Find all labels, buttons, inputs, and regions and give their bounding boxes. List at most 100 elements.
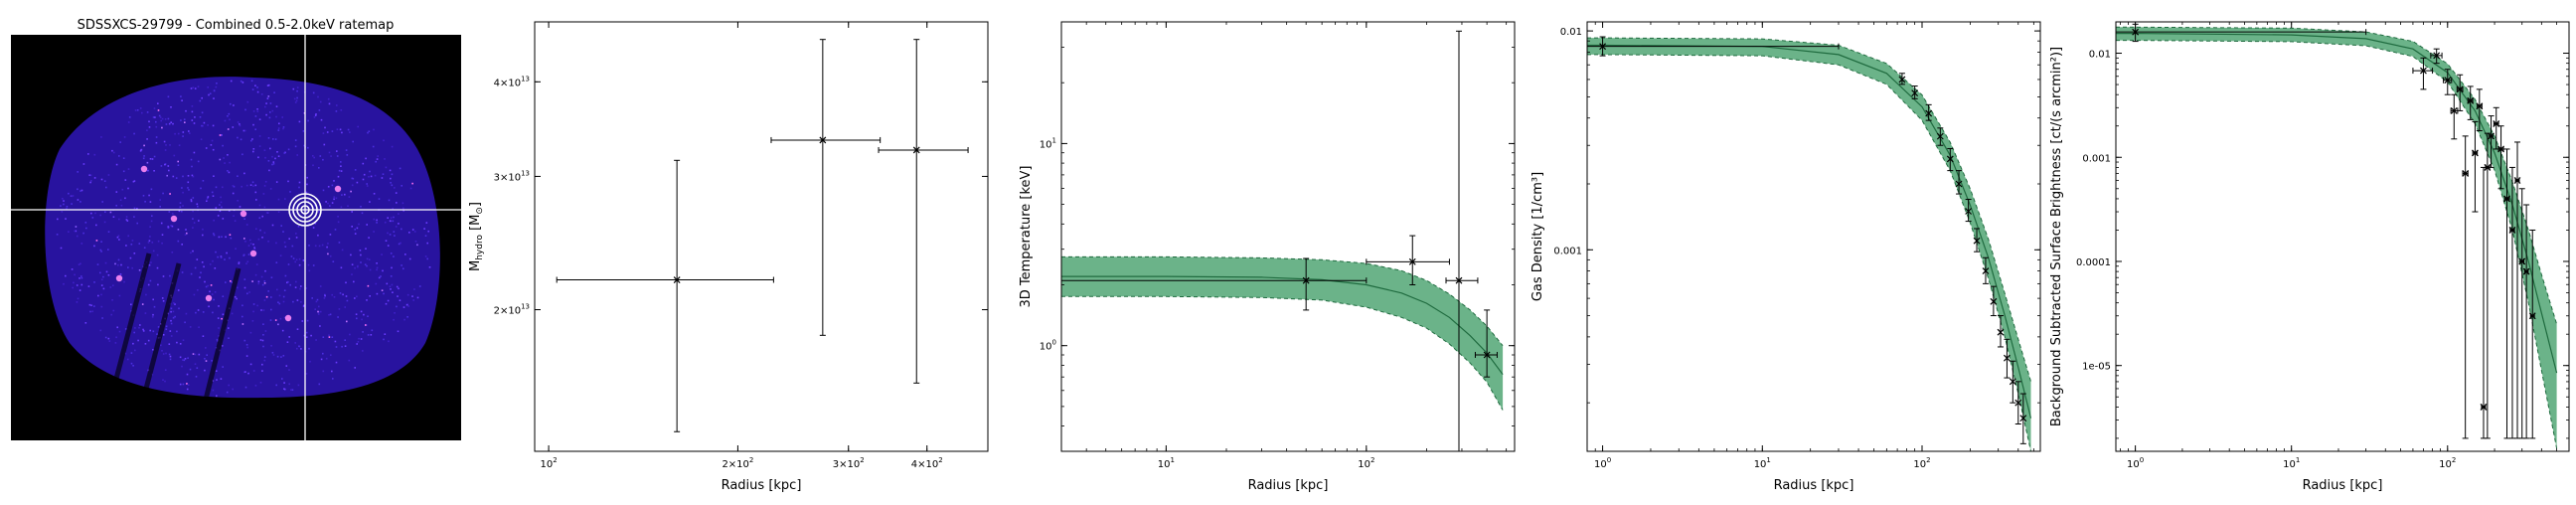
ratemap-speckle	[169, 193, 171, 195]
ratemap-speckle	[165, 144, 167, 146]
ratemap-speckle	[329, 313, 332, 316]
ratemap-speckle	[118, 155, 120, 157]
ratemap-speckle	[262, 193, 265, 195]
ratemap-speckle	[131, 266, 133, 269]
ratemap-speckle	[362, 178, 365, 181]
ratemap-speckle	[334, 229, 337, 231]
ratemap-speckle	[149, 158, 152, 160]
ratemap-speckle	[255, 199, 257, 201]
ratemap-speckle	[197, 289, 199, 291]
ratemap-speckle	[274, 319, 277, 321]
ratemap-speckle	[239, 206, 242, 208]
ratemap-speckle	[65, 218, 67, 220]
ratemap-speckle	[398, 223, 400, 225]
ratemap-speckle	[232, 185, 235, 187]
ratemap-speckle	[119, 273, 122, 275]
ratemap-speckle	[152, 313, 154, 316]
ratemap-speckle	[162, 353, 165, 355]
ratemap-speckle	[302, 130, 305, 132]
ratemap-speckle	[375, 282, 378, 285]
ratemap-speckle	[176, 330, 178, 333]
y-tick-label: 0.001	[1553, 246, 1582, 256]
ratemap-speckle	[127, 168, 130, 170]
ratemap-speckle	[228, 171, 231, 174]
ratemap-speckle	[263, 149, 266, 151]
ratemap-speckle	[269, 102, 272, 104]
ratemap-speckle	[408, 257, 411, 260]
ratemap-speckle	[89, 310, 91, 313]
ratemap-speckle	[94, 212, 96, 215]
ratemap-speckle	[337, 175, 340, 178]
ratemap-speckle	[312, 164, 314, 167]
ratemap-speckle	[340, 170, 343, 172]
ratemap-speckle	[66, 206, 69, 208]
ratemap-speckle	[331, 184, 334, 187]
ratemap-speckle	[402, 202, 404, 205]
ratemap-speckle	[237, 200, 239, 202]
point-marker	[2488, 132, 2495, 140]
ratemap-speckle	[298, 120, 301, 123]
ratemap-speckle	[169, 358, 172, 361]
ratemap-speckle	[110, 313, 112, 316]
ratemap-speckle	[142, 330, 145, 332]
ratemap-panel: SDSSXCS-29799 - Combined 0.5-2.0keV rate…	[11, 18, 461, 440]
ratemap-speckle	[357, 341, 360, 343]
ratemap-speckle	[338, 242, 341, 244]
ratemap-speckle	[252, 303, 255, 305]
ratemap-speckle	[204, 358, 206, 360]
ratemap-speckle	[198, 353, 201, 356]
ratemap-speckle	[157, 102, 159, 104]
ratemap-speckle	[354, 266, 356, 269]
ratemap-speckle	[169, 330, 172, 332]
ratemap-speckle	[425, 222, 428, 224]
ratemap-speckle	[190, 158, 193, 161]
ratemap-speckle	[193, 151, 196, 154]
ratemap-speckle	[275, 242, 277, 245]
ratemap-speckle	[161, 117, 164, 120]
ratemap-speckle	[162, 275, 165, 277]
ratemap-speckle	[111, 299, 113, 301]
point-marker	[2009, 378, 2016, 386]
ratemap-speckle	[200, 187, 202, 190]
data-point	[2522, 204, 2530, 439]
y-tick-label: 2×1013	[494, 303, 530, 317]
ratemap-speckle	[322, 352, 324, 355]
ratemap-bright-source	[284, 314, 292, 322]
ratemap-speckle	[80, 190, 81, 192]
ratemap-speckle	[331, 293, 333, 296]
ratemap-speckle	[306, 183, 308, 186]
ratemap-speckle	[209, 290, 211, 293]
ratemap-speckle	[288, 383, 290, 386]
ratemap-speckle	[244, 386, 247, 389]
point-marker	[1955, 180, 1963, 188]
ratemap-emission-region	[45, 77, 440, 399]
x-tick-label: 102	[2439, 456, 2456, 470]
ratemap-speckle	[99, 249, 102, 252]
ratemap-speckle	[394, 187, 396, 189]
ratemap-speckle	[80, 262, 81, 265]
ratemap-speckle	[336, 128, 339, 130]
ratemap-speckle	[250, 80, 253, 83]
ratemap-speckle	[183, 359, 186, 362]
ratemap-speckle	[276, 288, 278, 291]
ratemap-speckle	[162, 300, 165, 302]
ratemap-speckle	[172, 213, 174, 215]
ratemap-speckle	[307, 146, 309, 149]
ratemap-speckle	[213, 97, 215, 99]
ratemap-speckle	[149, 329, 151, 332]
ratemap-speckle	[294, 260, 296, 263]
ratemap-speckle	[373, 193, 376, 195]
point-marker	[2420, 67, 2427, 75]
ratemap-speckle	[100, 278, 103, 281]
model-band-group	[2116, 26, 2558, 449]
ratemap-speckle	[318, 383, 321, 386]
ratemap-speckle	[399, 299, 402, 301]
ratemap-speckle	[173, 154, 176, 157]
ratemap-speckle	[346, 154, 349, 156]
ratemap-speckle	[243, 238, 245, 240]
ratemap-speckle	[424, 235, 427, 237]
ratemap-speckle	[256, 304, 258, 307]
ratemap-speckle	[130, 310, 132, 312]
ratemap-speckle	[63, 200, 65, 202]
ratemap-speckle	[156, 266, 159, 269]
